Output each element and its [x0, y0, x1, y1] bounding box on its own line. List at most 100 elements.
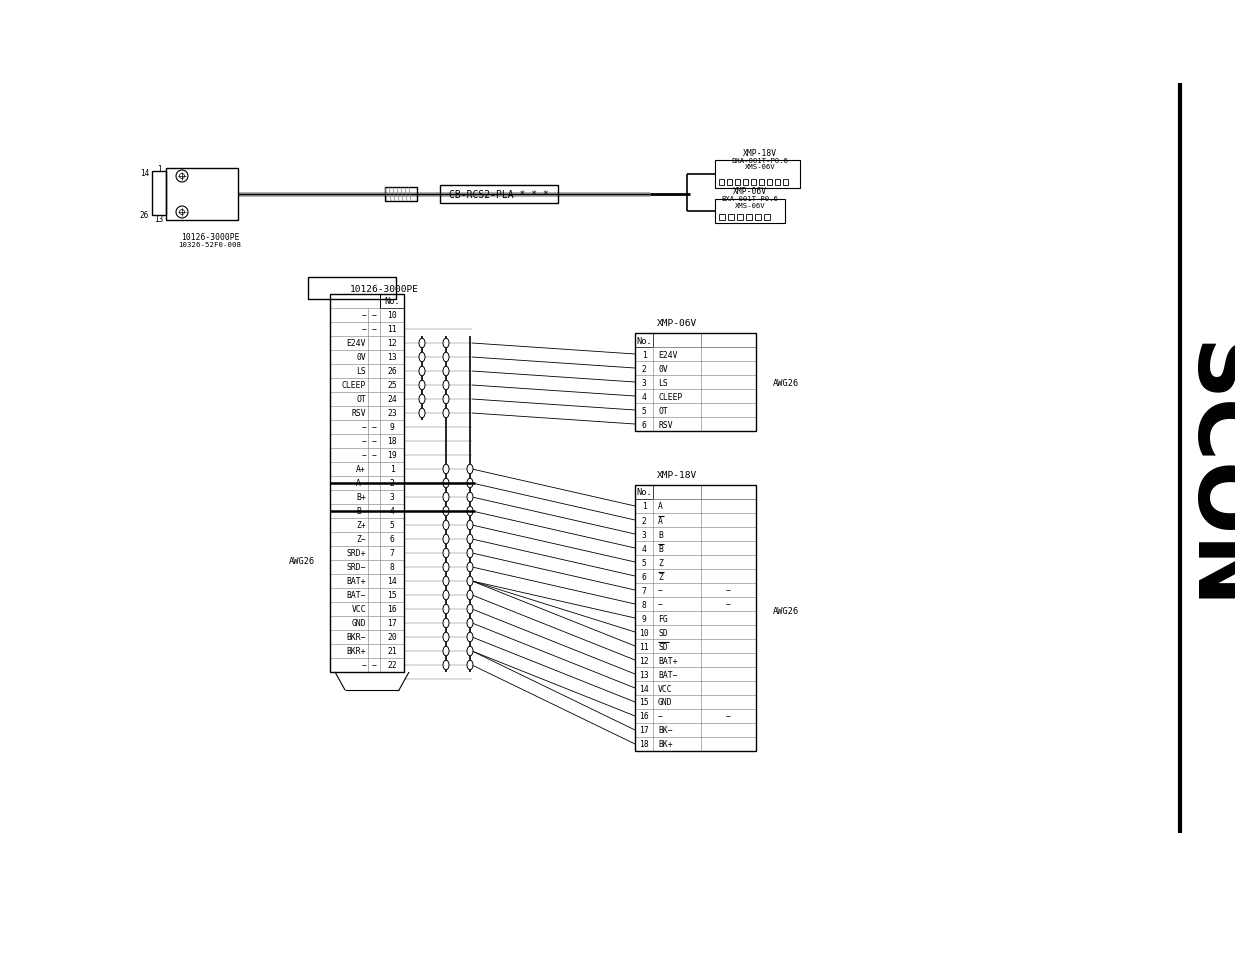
Text: 1: 1: [641, 350, 646, 359]
Ellipse shape: [443, 646, 450, 656]
Text: GND: GND: [352, 618, 366, 628]
Text: −: −: [361, 437, 366, 446]
Text: AWG26: AWG26: [289, 556, 315, 565]
Bar: [746, 214, 752, 221]
Text: No.: No.: [384, 297, 400, 306]
Text: BXA-001T-P0.6: BXA-001T-P0.6: [721, 195, 778, 202]
Text: 24: 24: [387, 395, 396, 404]
Text: −: −: [372, 423, 377, 432]
Ellipse shape: [443, 367, 450, 376]
Text: 13: 13: [154, 215, 163, 224]
Text: 18: 18: [640, 740, 648, 749]
Ellipse shape: [467, 646, 473, 656]
Text: −: −: [372, 451, 377, 460]
Text: A+: A+: [356, 465, 366, 474]
Text: Z: Z: [658, 558, 663, 567]
Text: 12: 12: [640, 656, 648, 665]
Ellipse shape: [443, 535, 450, 544]
Bar: [719, 214, 725, 221]
Ellipse shape: [443, 339, 450, 349]
Ellipse shape: [467, 507, 473, 517]
Text: CLEEP: CLEEP: [342, 381, 366, 390]
Ellipse shape: [443, 493, 450, 502]
Text: BKR+: BKR+: [347, 647, 366, 656]
Text: 13: 13: [387, 354, 396, 362]
Text: No.: No.: [636, 488, 652, 497]
Ellipse shape: [419, 381, 425, 391]
Text: SD: SD: [658, 641, 668, 651]
Text: BK−: BK−: [658, 726, 673, 735]
Text: 6: 6: [641, 572, 646, 581]
Text: 13: 13: [640, 670, 648, 679]
Ellipse shape: [419, 353, 425, 362]
Bar: [776, 180, 781, 186]
Text: B+: B+: [356, 493, 366, 502]
Text: XMS-06V: XMS-06V: [745, 164, 776, 170]
Text: AWG26: AWG26: [773, 378, 799, 387]
Bar: [715, 200, 785, 224]
Text: SRD+: SRD+: [347, 549, 366, 558]
Bar: [767, 180, 772, 186]
Ellipse shape: [467, 618, 473, 628]
Ellipse shape: [419, 409, 425, 418]
Text: B: B: [658, 530, 663, 539]
Text: 8: 8: [389, 563, 394, 572]
Ellipse shape: [467, 633, 473, 642]
Bar: [653, 485, 701, 499]
Text: 10326-52F0-008: 10326-52F0-008: [179, 242, 242, 248]
Text: 18: 18: [387, 437, 396, 446]
Text: −: −: [361, 325, 366, 335]
Text: −: −: [726, 586, 731, 595]
Text: BAT−: BAT−: [658, 670, 678, 679]
Ellipse shape: [467, 493, 473, 502]
Text: XMP-18V: XMP-18V: [657, 471, 697, 480]
Text: RSV: RSV: [352, 409, 366, 418]
Text: 5: 5: [641, 406, 646, 416]
Text: VCC: VCC: [352, 605, 366, 614]
Text: 2: 2: [641, 516, 646, 525]
Text: E24V: E24V: [658, 350, 678, 359]
Bar: [760, 180, 764, 186]
Text: −: −: [726, 712, 731, 720]
Text: 9: 9: [389, 423, 394, 432]
Ellipse shape: [443, 591, 450, 600]
Text: 1: 1: [641, 502, 646, 511]
Bar: [764, 214, 769, 221]
Text: 3: 3: [641, 530, 646, 539]
Text: 2: 2: [641, 364, 646, 374]
Ellipse shape: [467, 562, 473, 572]
Text: 4: 4: [641, 392, 646, 401]
Ellipse shape: [419, 367, 425, 376]
Text: VCC: VCC: [658, 684, 673, 693]
Ellipse shape: [467, 549, 473, 558]
Text: −: −: [658, 586, 663, 595]
Text: OT: OT: [658, 406, 668, 416]
Text: 12: 12: [387, 339, 396, 348]
Ellipse shape: [467, 535, 473, 544]
Text: 10126-3000PE: 10126-3000PE: [350, 285, 419, 294]
Text: −: −: [726, 599, 731, 609]
Text: LS: LS: [356, 367, 366, 376]
Ellipse shape: [467, 465, 473, 475]
Ellipse shape: [443, 618, 450, 628]
Text: No.: No.: [636, 336, 652, 345]
Ellipse shape: [467, 660, 473, 670]
Text: 10: 10: [387, 312, 396, 320]
Text: 7: 7: [641, 586, 646, 595]
Text: 15: 15: [640, 698, 648, 707]
Text: BAT+: BAT+: [658, 656, 678, 665]
Text: B: B: [658, 544, 663, 553]
Bar: [751, 180, 756, 186]
Text: −: −: [361, 423, 366, 432]
Text: 6: 6: [389, 535, 394, 544]
Text: GND: GND: [658, 698, 673, 707]
Text: 4: 4: [641, 544, 646, 553]
Text: 26: 26: [140, 211, 149, 219]
Text: 10126-3000PE: 10126-3000PE: [180, 233, 240, 241]
Text: XMP-06V: XMP-06V: [657, 319, 697, 328]
Text: XMP-06V: XMP-06V: [732, 188, 767, 196]
Ellipse shape: [467, 478, 473, 488]
Bar: [635, 334, 756, 432]
Text: A: A: [658, 516, 663, 525]
Text: 4: 4: [389, 507, 394, 516]
